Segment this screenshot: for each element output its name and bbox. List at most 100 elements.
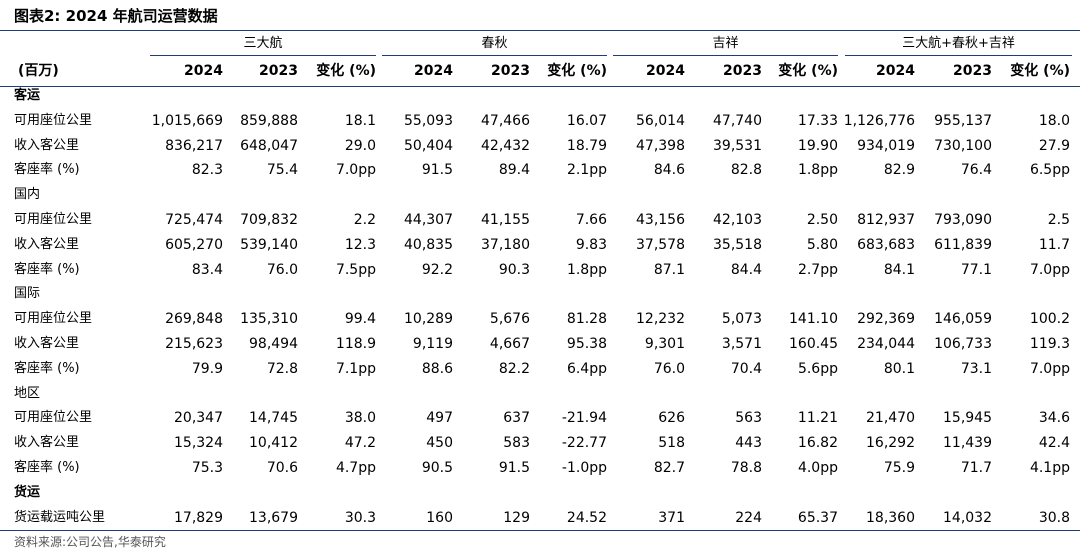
title-rule [0, 30, 1080, 31]
table-cell: 17,829 [174, 509, 223, 526]
table-cell: 836,217 [165, 137, 223, 154]
table-cell: 518 [658, 435, 685, 452]
table-cell: 2.5 [1047, 212, 1070, 228]
column-header: 2023 [491, 63, 530, 79]
table-cell: 82.7 [653, 460, 685, 476]
table-cell: 1.8pp [797, 162, 838, 179]
table-row: 可用座位公里 725,474 709,832 2.2 44,307 41,155 7.66 4… [0, 208, 1080, 233]
table-cell: 13,679 [249, 509, 298, 526]
table-cell: 83.4 [191, 261, 223, 278]
table-row: 货运载运吨公里 17,829 13,679 30.3 160 129 24.52 371 224… [0, 506, 1080, 531]
table-cell: 42,432 [481, 137, 530, 154]
table-cell: 37,180 [481, 236, 530, 253]
table-cell: 6.4pp [566, 360, 607, 377]
table-cell: 160 [426, 509, 453, 526]
table-cell: 78.8 [730, 460, 762, 476]
table-cell: 146,059 [934, 311, 992, 328]
table-row: 客座率 (%) 82.3 75.4 7.0pp 91.5 89.4 2.1pp 84.6 82.… [0, 158, 1080, 183]
row-label: 收入客公里 [14, 435, 80, 451]
table-cell: 42.4 [1038, 435, 1070, 452]
table-cell: 82.2 [498, 360, 530, 377]
bottom-rule [0, 530, 1080, 531]
table-cell: 934,019 [857, 137, 915, 154]
table-cell: 73.1 [960, 360, 992, 377]
row-label: 客座率 (%) [14, 360, 80, 376]
column-header: 2024 [184, 63, 223, 79]
table-cell: 37,578 [636, 236, 685, 253]
table-cell: 11.7 [1038, 236, 1070, 253]
column-header: 变化 (%) [316, 63, 376, 79]
table-cell: 41,155 [481, 212, 530, 228]
table-cell: 71.7 [960, 460, 992, 476]
table-cell: 626 [658, 410, 685, 427]
table-cell: 47,398 [636, 137, 685, 154]
table-cell: 2.50 [806, 212, 838, 228]
table-cell: 14,032 [943, 509, 992, 526]
table-cell: 3,571 [721, 336, 762, 352]
table-cell: 793,090 [934, 212, 992, 228]
unit-label: (百万) [18, 63, 59, 79]
table-cell: 27.9 [1038, 137, 1070, 154]
row-label: 客座率 (%) [14, 261, 80, 277]
table-cell: 47.2 [344, 435, 376, 452]
table-cell: 82.9 [883, 162, 915, 179]
table-cell: 90.5 [421, 460, 453, 476]
table-cell: 18.79 [566, 137, 607, 154]
table-cell: 563 [735, 410, 762, 427]
table-row: 收入客公里 836,217 648,047 29.0 50,404 42,432 18.79… [0, 134, 1080, 159]
table-cell: 92.2 [421, 261, 453, 278]
table-cell: 7.0pp [335, 162, 376, 179]
column-header: 变化 (%) [1010, 63, 1070, 79]
table-cell: 75.4 [266, 162, 298, 179]
table-row: 收入客公里 605,270 539,140 12.3 40,835 37,180 9.83 3… [0, 233, 1080, 258]
table-cell: 730,100 [934, 137, 992, 154]
table-cell: 10,412 [249, 435, 298, 452]
table-cell: 76.4 [960, 162, 992, 179]
table-cell: 12.3 [344, 236, 376, 253]
table-cell: -21.94 [561, 410, 607, 427]
table-cell: 269,848 [165, 311, 223, 328]
table-cell: 70.4 [730, 360, 762, 377]
group-header: 春秋 [481, 36, 508, 51]
section-label: 货运 [14, 484, 41, 500]
table-cell: 79.9 [191, 360, 223, 377]
section-row: 地区 [0, 382, 1080, 407]
table-cell: 91.5 [498, 460, 530, 476]
table-cell: 70.6 [266, 460, 298, 476]
row-label: 收入客公里 [14, 336, 80, 351]
table-cell: 4,667 [489, 336, 530, 352]
row-label: 可用座位公里 [14, 212, 93, 227]
table-cell: 5.80 [806, 236, 838, 253]
table-cell: 75.3 [191, 460, 223, 476]
table-cell: 7.0pp [1029, 360, 1070, 377]
table-cell: 7.66 [575, 212, 607, 228]
table-cell: 14,745 [249, 410, 298, 427]
table-cell: 9.83 [575, 236, 607, 253]
table-cell: 16.07 [566, 112, 607, 129]
table-cell: 5,676 [489, 311, 530, 328]
table-cell: 76.0 [266, 261, 298, 278]
table-cell: 50,404 [404, 137, 453, 154]
table-cell: 82.8 [730, 162, 762, 179]
table-cell: 19.90 [797, 137, 838, 154]
table-cell: 4.1pp [1029, 460, 1070, 476]
table-row: 可用座位公里 1,015,669 859,888 18.1 55,093 47,466 16… [0, 109, 1080, 134]
table-cell: 135,310 [240, 311, 298, 328]
table-row: 收入客公里 215,623 98,494 118.9 9,119 4,667 95.38 9,… [0, 332, 1080, 357]
row-label: 可用座位公里 [14, 410, 93, 426]
table-cell: 725,474 [165, 212, 223, 228]
table-cell: 709,832 [240, 212, 298, 228]
table-row: 收入客公里 15,324 10,412 47.2 450 583 -22.77 518 443 1… [0, 431, 1080, 456]
figure-title: 图表2: 2024 年航司运营数据 [14, 7, 218, 25]
table-cell: 72.8 [266, 360, 298, 377]
table-cell: 583 [503, 435, 530, 452]
column-header: 2024 [876, 63, 915, 79]
table-cell: 11,439 [943, 435, 992, 452]
table-cell: 15,945 [943, 410, 992, 427]
table-cell: 47,740 [713, 112, 762, 129]
table-cell: 234,044 [857, 336, 915, 352]
table-cell: 497 [426, 410, 453, 427]
table-cell: 2.1pp [566, 162, 607, 179]
group-rule [613, 55, 838, 56]
table-cell: 5,073 [721, 311, 762, 328]
